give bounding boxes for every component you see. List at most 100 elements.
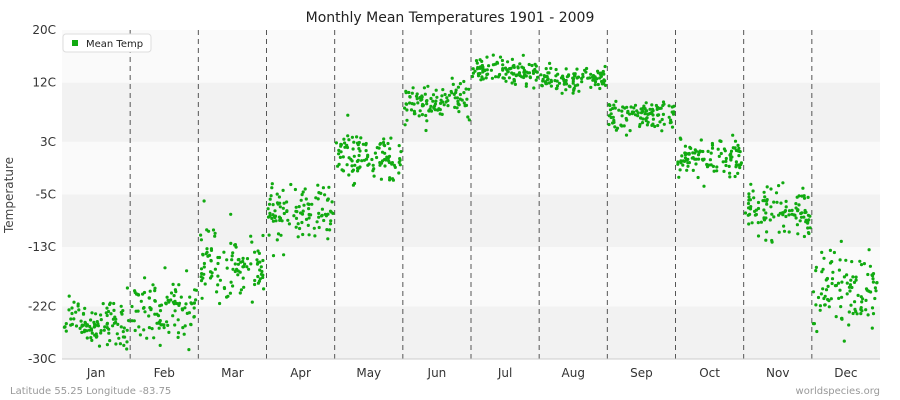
data-point [546,77,550,81]
data-point [171,300,175,304]
data-point [231,251,235,255]
data-point [724,156,728,161]
data-point [871,312,876,316]
data-point [554,87,559,91]
data-point [849,303,853,307]
data-point [301,209,305,213]
data-point [860,309,864,313]
data-point [751,189,755,193]
data-point [122,343,126,347]
data-point [840,317,844,321]
data-point [571,76,575,80]
data-point [815,329,819,334]
data-point [133,289,137,293]
data-point [147,296,151,300]
data-point [282,201,286,205]
data-point [510,81,514,85]
data-point [592,77,596,81]
data-point [676,160,680,164]
data-point [413,112,417,116]
data-point [848,289,852,293]
data-point [157,326,161,330]
data-point [122,326,126,330]
data-point [185,311,189,315]
x-tick-label: Jul [497,366,512,380]
data-point [373,151,377,155]
data-point [163,266,167,270]
data-point [317,211,321,215]
data-point [847,285,852,289]
data-point [307,207,311,211]
data-point [516,66,520,70]
data-point [839,239,843,243]
data-point [850,260,854,264]
data-point [826,284,830,288]
data-point [576,83,580,87]
data-point [774,191,779,195]
data-point [681,159,686,163]
data-point [518,62,522,66]
data-point [337,148,341,152]
data-point [686,164,690,168]
data-point [800,211,804,215]
data-point [417,114,421,118]
data-point [662,122,666,126]
data-point [331,211,335,215]
y-tick-label: -22C [28,299,56,313]
data-point [347,173,351,177]
data-point [307,216,311,220]
data-point [781,211,785,215]
data-point [317,191,321,195]
data-point [866,313,870,317]
data-point [236,273,240,277]
data-point [651,117,656,121]
data-point [680,154,684,158]
data-point [644,101,648,105]
data-point [259,272,263,276]
data-point [64,329,68,333]
data-point [199,233,203,237]
data-point [250,240,254,244]
x-tick-label: Mar [221,366,244,380]
data-point [506,70,510,74]
data-point [239,288,243,292]
data-point [378,163,382,167]
data-point [464,87,468,91]
data-point [278,216,283,220]
data-point [162,323,166,327]
data-point [222,286,226,290]
data-point [390,161,394,165]
data-point [426,84,430,88]
data-point [830,281,834,286]
data-point [620,124,624,128]
data-point [377,146,381,150]
data-point [571,91,575,95]
data-point [679,161,683,165]
data-point [261,233,265,238]
data-point [93,322,97,326]
data-point [690,156,694,160]
data-point [522,75,526,80]
data-point [383,151,387,155]
data-point [325,228,329,232]
data-point [611,121,615,125]
data-point [99,313,103,317]
data-point [201,276,205,280]
data-point [873,296,877,301]
data-point [733,139,738,143]
data-point [845,281,849,285]
data-point [216,261,220,266]
data-point [818,308,822,312]
data-point [405,118,409,122]
data-point [261,275,265,280]
data-point [820,250,824,254]
data-point [613,125,617,129]
data-point [205,247,209,251]
data-point [218,278,222,282]
data-point [294,225,298,229]
data-point [165,295,169,299]
footer-location: Latitude 55.25 Longitude -83.75 [10,386,171,397]
data-point [105,322,109,326]
data-point [123,335,127,339]
data-point [425,119,429,123]
